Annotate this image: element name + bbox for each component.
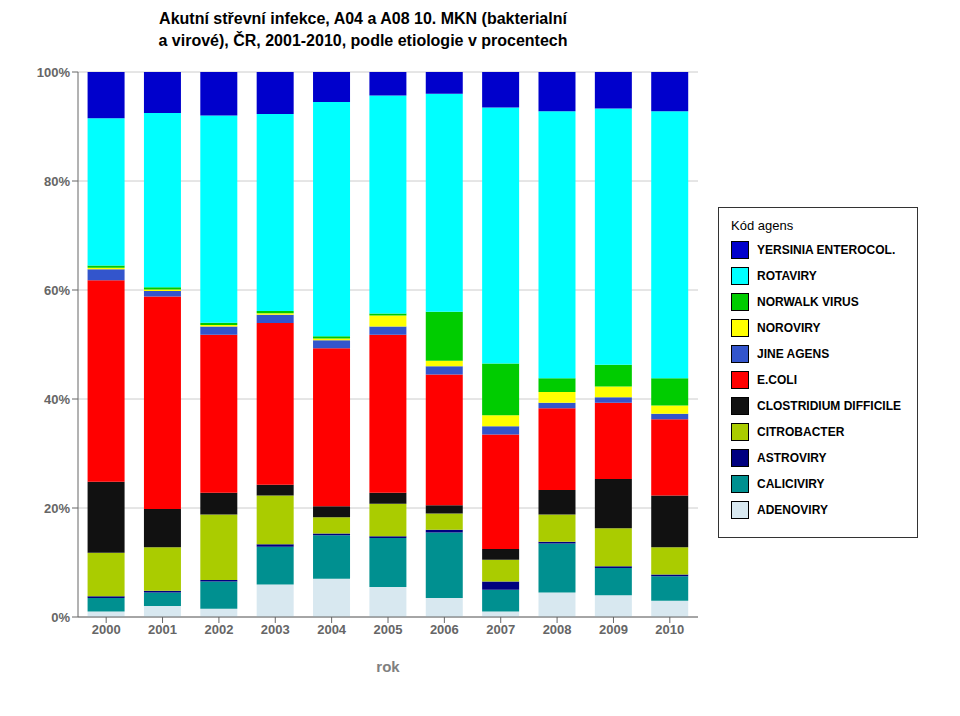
svg-text:2001: 2001 bbox=[148, 622, 177, 637]
html-text:NOROVIRY: NOROVIRY bbox=[757, 320, 821, 335]
html-text:JINE AGENS: JINE AGENS bbox=[757, 346, 830, 361]
html-text:ASTROVIRY: ASTROVIRY bbox=[757, 450, 827, 465]
svg-text:60%: 60% bbox=[44, 283, 70, 298]
html-text:E.COLI: E.COLI bbox=[757, 372, 797, 387]
html-text:a virové), ČR, 2001-2010, podl: a virové), ČR, 2001-2010, podle etiologi… bbox=[158, 32, 568, 49]
svg-text:20%: 20% bbox=[44, 501, 70, 516]
svg-text:0%: 0% bbox=[51, 610, 70, 625]
svg-text:2006: 2006 bbox=[430, 622, 459, 637]
html-text:YERSINIA ENTEROCOL.: YERSINIA ENTEROCOL. bbox=[757, 242, 896, 257]
svg-text:2002: 2002 bbox=[204, 622, 233, 637]
svg-text:40%: 40% bbox=[44, 392, 70, 407]
svg-text:rok: rok bbox=[376, 658, 400, 675]
svg-text:100%: 100% bbox=[37, 65, 71, 80]
svg-text:2003: 2003 bbox=[261, 622, 290, 637]
html-text:Akutní střevní infekce, A04 a: Akutní střevní infekce, A04 a A08 10. MK… bbox=[159, 10, 567, 27]
svg-text:2005: 2005 bbox=[374, 622, 403, 637]
svg-text:2010: 2010 bbox=[655, 622, 684, 637]
svg-text:2008: 2008 bbox=[543, 622, 572, 637]
html-text:CLOSTRIDIUM DIFFICILE: CLOSTRIDIUM DIFFICILE bbox=[757, 398, 901, 413]
svg-text:2007: 2007 bbox=[486, 622, 515, 637]
html-text:NORWALK VIRUS: NORWALK VIRUS bbox=[757, 294, 859, 309]
html-text:Kód agens: Kód agens bbox=[731, 217, 794, 233]
svg-text:2009: 2009 bbox=[599, 622, 628, 637]
svg-text:2004: 2004 bbox=[317, 622, 347, 637]
html-text:CALICIVIRY: CALICIVIRY bbox=[757, 476, 825, 491]
html-text:ROTAVIRY: ROTAVIRY bbox=[757, 268, 817, 283]
html-text:ADENOVIRY: ADENOVIRY bbox=[757, 502, 828, 517]
svg-text:80%: 80% bbox=[44, 174, 70, 189]
html-text:CITROBACTER: CITROBACTER bbox=[757, 424, 845, 439]
svg-text:2000: 2000 bbox=[92, 622, 121, 637]
